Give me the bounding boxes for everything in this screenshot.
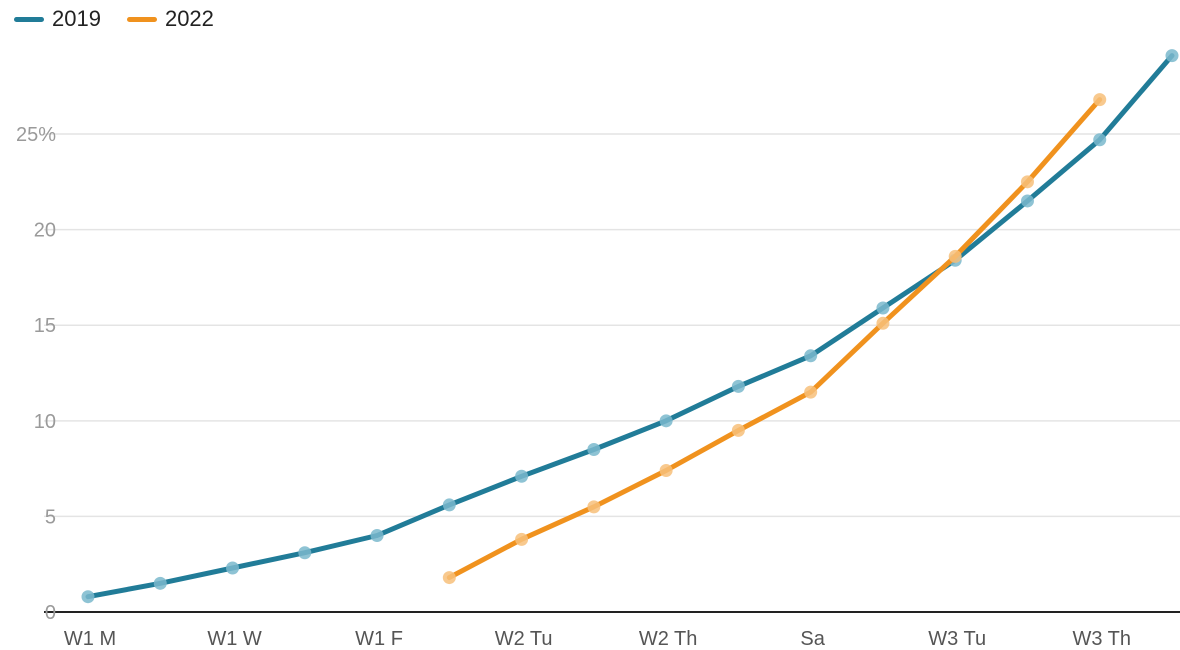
data-point-2019-4: [370, 529, 384, 543]
data-point-2019-9: [731, 379, 745, 393]
data-point-2019-14: [1093, 133, 1107, 147]
x-tick-label-10: Sa: [800, 628, 825, 650]
data-point-2022-9: [731, 423, 745, 437]
data-point-2022-14: [1093, 93, 1107, 107]
x-tick-label-8: W2 Th: [639, 628, 698, 650]
data-point-2022-11: [876, 316, 890, 330]
y-tick-label-20: 20: [34, 220, 56, 242]
data-point-2019-5: [442, 498, 456, 512]
legend-label-2019: 2019: [52, 6, 101, 31]
data-point-2019-7: [587, 442, 601, 456]
data-point-2019-8: [659, 414, 673, 428]
data-point-2019-1: [153, 576, 167, 590]
data-point-2022-10: [804, 385, 818, 399]
data-point-2022-12: [948, 249, 962, 263]
data-point-2019-13: [1020, 194, 1034, 208]
series-line-2022: [446, 97, 1103, 581]
data-point-2022-13: [1020, 175, 1034, 189]
data-point-2022-6: [515, 532, 529, 546]
data-point-2019-3: [298, 546, 312, 560]
x-tick-label-6: W2 Tu: [495, 628, 553, 650]
data-point-2022-8: [659, 464, 673, 478]
legend-item-2019: 2019: [14, 6, 101, 32]
legend-swatch-2019: [14, 16, 44, 22]
data-point-2019-6: [515, 469, 529, 483]
x-tick-label-2: W1 W: [207, 628, 262, 650]
x-tick-label-0: W1 M: [64, 628, 116, 650]
series-line-2019: [85, 53, 1175, 600]
y-tick-label-25: 25%: [16, 124, 56, 146]
legend: 2019 2022: [14, 6, 214, 32]
data-point-2019-10: [804, 349, 818, 363]
data-point-2019-15: [1165, 49, 1179, 63]
label-layer: 0 5 10 15 20 25% W1 M W1 W W1 F W2 Tu W2 Th Sa W3 Tu…: [16, 124, 1131, 650]
data-point-2019-11: [876, 301, 890, 315]
x-tick-label-12: W3 Tu: [928, 628, 986, 650]
data-point-2019-0: [81, 590, 95, 604]
y-tick-label-15: 15: [34, 315, 56, 337]
data-point-2022-7: [587, 500, 601, 514]
grid-layer: [44, 133, 1180, 518]
data-point-2022-5: [442, 571, 456, 585]
legend-swatch-2022: [126, 16, 157, 22]
y-tick-label-5: 5: [45, 506, 56, 528]
y-tick-label-0: 0: [45, 602, 56, 624]
x-tick-label-14: W3 Th: [1072, 628, 1131, 650]
data-point-2019-2: [226, 561, 240, 575]
x-tick-label-4: W1 F: [355, 628, 403, 650]
y-tick-label-10: 10: [34, 411, 56, 433]
series-layer: [81, 49, 1179, 604]
legend-item-2022: 2022: [126, 6, 214, 32]
legend-label-2022: 2022: [164, 6, 214, 31]
